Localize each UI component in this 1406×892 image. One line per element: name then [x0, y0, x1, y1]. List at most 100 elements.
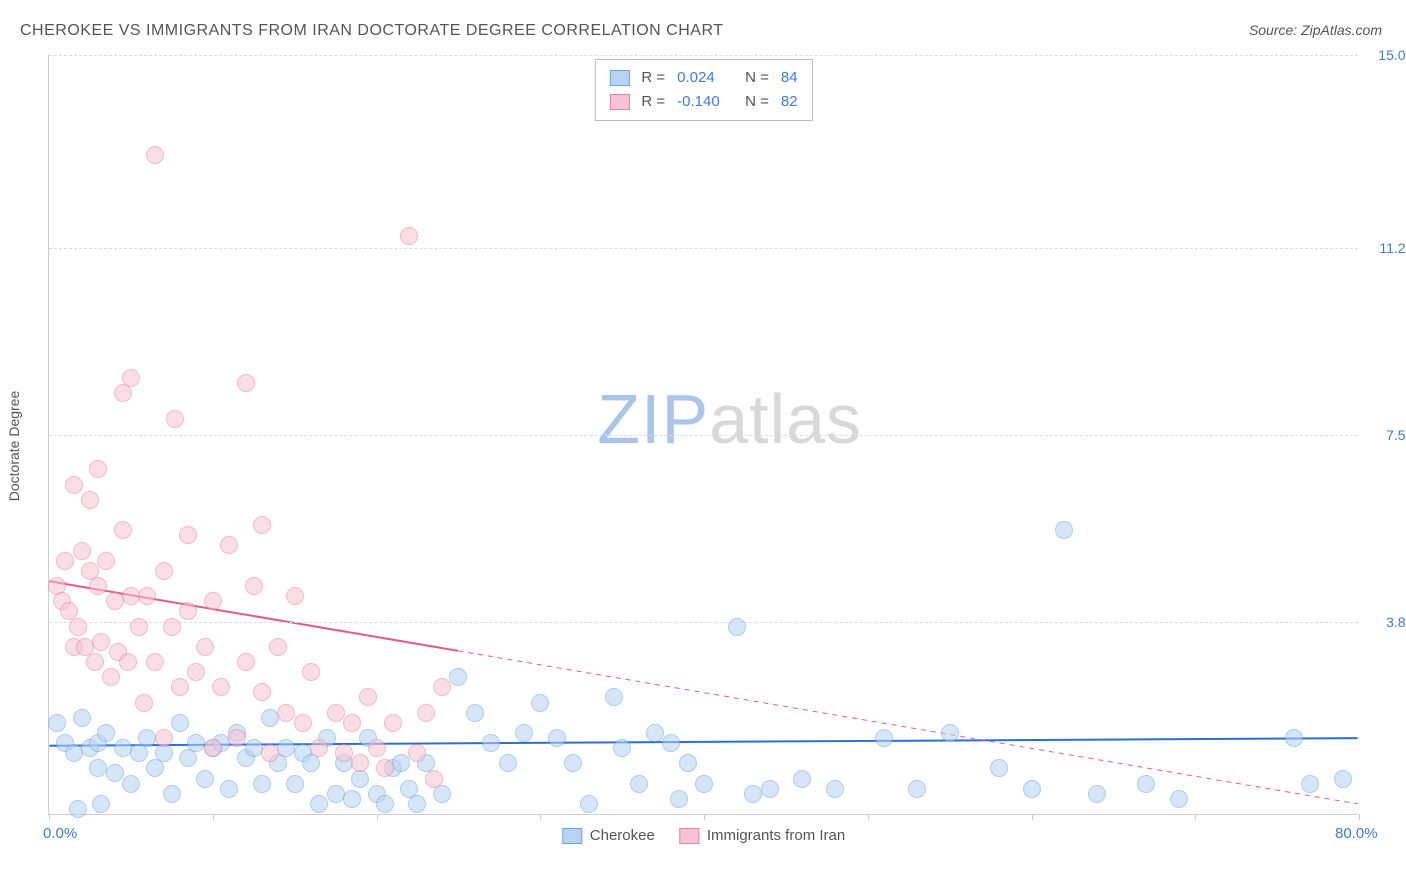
cherokee-point	[1285, 729, 1303, 747]
cherokee-point	[277, 739, 295, 757]
cherokee-point	[564, 754, 582, 772]
cherokee-point	[261, 709, 279, 727]
legend-row-iran: R = -0.140 N = 82	[609, 90, 797, 114]
gridline	[49, 248, 1358, 249]
gridline	[49, 435, 1358, 436]
cherokee-point	[343, 790, 361, 808]
cherokee-point	[97, 724, 115, 742]
iran-point	[166, 410, 184, 428]
iran-point	[187, 663, 205, 681]
cherokee-point	[187, 734, 205, 752]
cherokee-point	[92, 795, 110, 813]
iran-point	[92, 633, 110, 651]
cherokee-point	[728, 618, 746, 636]
iran-point	[277, 704, 295, 722]
iran-point	[89, 460, 107, 478]
iran-point	[425, 770, 443, 788]
iran-legend-swatch	[679, 828, 699, 844]
cherokee-point	[679, 754, 697, 772]
iran-point	[261, 744, 279, 762]
legend-r-value: -0.140	[677, 90, 733, 114]
series-legend-iran: Immigrants from Iran	[679, 827, 845, 844]
iran-legend-label: Immigrants from Iran	[707, 827, 845, 844]
y-tick-label: 15.0%	[1378, 47, 1406, 63]
iran-point	[179, 602, 197, 620]
cherokee-point	[875, 729, 893, 747]
gridline	[49, 55, 1358, 56]
iran-point	[228, 729, 246, 747]
cherokee-point	[220, 780, 238, 798]
cherokee-point	[1301, 775, 1319, 793]
cherokee-point	[114, 739, 132, 757]
iran-swatch	[609, 94, 629, 110]
iran-point	[86, 653, 104, 671]
iran-point	[294, 714, 312, 732]
cherokee-point	[1334, 770, 1352, 788]
iran-point	[400, 227, 418, 245]
cherokee-point	[408, 795, 426, 813]
iran-point	[359, 688, 377, 706]
source-attribution: Source: ZipAtlas.com	[1249, 22, 1382, 38]
cherokee-point	[310, 795, 328, 813]
iran-point	[269, 638, 287, 656]
cherokee-point	[1023, 780, 1041, 798]
cherokee-point	[449, 668, 467, 686]
iran-point	[376, 759, 394, 777]
source-name: ZipAtlas.com	[1301, 22, 1382, 38]
cherokee-point	[499, 754, 517, 772]
iran-point	[146, 146, 164, 164]
cherokee-point	[433, 785, 451, 803]
iran-point	[179, 526, 197, 544]
series-legend: Cherokee Immigrants from Iran	[562, 827, 845, 844]
series-legend-cherokee: Cherokee	[562, 827, 655, 844]
y-tick-label: 11.2%	[1379, 240, 1406, 256]
cherokee-point	[466, 704, 484, 722]
iran-point	[327, 704, 345, 722]
x-tick	[377, 814, 378, 820]
cherokee-swatch	[609, 70, 629, 86]
legend-n-value: 82	[781, 90, 798, 114]
iran-point	[433, 678, 451, 696]
legend-n-label: N =	[745, 90, 769, 114]
iran-point	[237, 653, 255, 671]
iran-point	[245, 577, 263, 595]
cherokee-point	[392, 754, 410, 772]
iran-point	[237, 374, 255, 392]
cherokee-point	[48, 714, 66, 732]
iran-point	[204, 739, 222, 757]
cherokee-point	[531, 694, 549, 712]
cherokee-point	[1137, 775, 1155, 793]
iran-point	[155, 562, 173, 580]
iran-point	[130, 618, 148, 636]
legend-row-cherokee: R = 0.024N = 84	[609, 66, 797, 90]
cherokee-point	[613, 739, 631, 757]
iran-point	[122, 369, 140, 387]
legend-n-value: 84	[781, 66, 798, 90]
iran-point	[310, 739, 328, 757]
iran-point	[135, 694, 153, 712]
cherokee-point	[670, 790, 688, 808]
cherokee-point	[163, 785, 181, 803]
y-axis-label: Doctorate Degree	[6, 391, 22, 502]
iran-point	[351, 754, 369, 772]
chart-title: CHEROKEE VS IMMIGRANTS FROM IRAN DOCTORA…	[20, 22, 724, 40]
iran-point	[220, 536, 238, 554]
chart-plot-area: ZIPatlas R = 0.024N = 84R = -0.140 N = 82…	[48, 55, 1358, 815]
iran-point	[102, 668, 120, 686]
watermark-part1: ZIP	[597, 380, 709, 458]
x-tick-label: 80.0%	[1335, 825, 1378, 842]
cherokee-point	[65, 744, 83, 762]
cherokee-point	[253, 775, 271, 793]
iran-point	[114, 521, 132, 539]
y-tick-label: 7.5%	[1386, 427, 1406, 443]
legend-r-label: R =	[641, 90, 665, 114]
watermark-logo: ZIPatlas	[597, 379, 862, 459]
legend-r-value: 0.024	[677, 66, 733, 90]
cherokee-point	[646, 724, 664, 742]
iran-point	[119, 653, 137, 671]
iran-point	[138, 587, 156, 605]
iran-point	[286, 587, 304, 605]
source-label: Source:	[1249, 22, 1297, 38]
cherokee-point	[171, 714, 189, 732]
cherokee-legend-label: Cherokee	[590, 827, 655, 844]
